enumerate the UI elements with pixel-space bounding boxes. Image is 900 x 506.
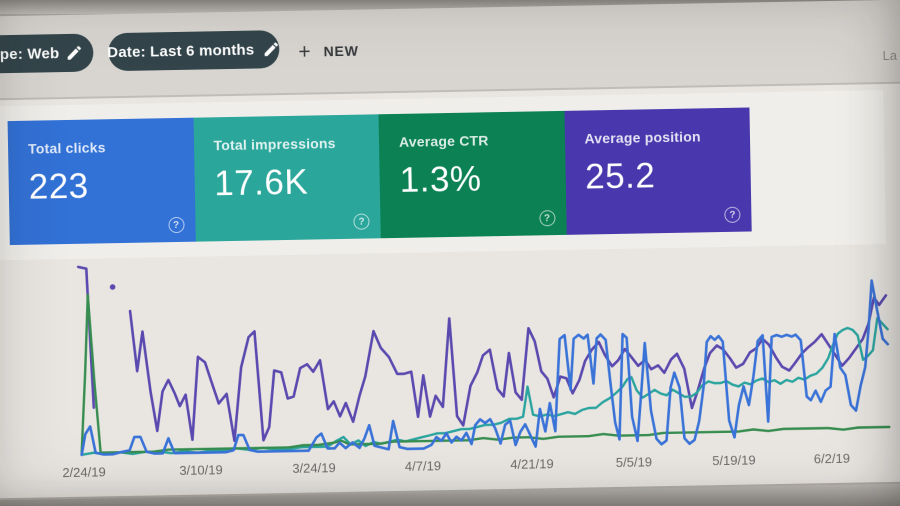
plus-icon: +	[298, 40, 311, 64]
help-icon[interactable]: ?	[167, 216, 185, 234]
help-icon[interactable]: ?	[724, 206, 741, 223]
search-type-chip[interactable]: type: Web	[0, 33, 94, 75]
metric-card-total-impressions[interactable]: Total impressions 17.6K ?	[193, 114, 381, 242]
chart-line-impressions	[80, 316, 889, 457]
metric-card-average-position[interactable]: Average position 25.2 ?	[563, 107, 752, 235]
metric-card-value: 223	[28, 166, 90, 207]
search-type-chip-label: type: Web	[0, 44, 60, 63]
x-axis-label: 5/5/19	[615, 454, 653, 470]
chart-line-position	[76, 265, 96, 409]
new-filter-button[interactable]: + NEW	[298, 39, 359, 64]
metric-card-average-ctr[interactable]: Average CTR 1.3% ?	[378, 110, 567, 239]
metric-card-label: Total clicks	[27, 139, 106, 157]
pencil-icon[interactable]	[262, 40, 280, 58]
chart-line-clicks	[80, 279, 890, 457]
x-axis-label: 5/19/19	[712, 452, 756, 469]
x-axis-label: 4/7/19	[404, 458, 442, 474]
x-axis-label: 3/10/19	[179, 462, 223, 478]
x-axis-label: 3/24/19	[292, 460, 336, 476]
new-button-label: NEW	[323, 42, 359, 60]
chart-line-ctr	[80, 293, 891, 455]
partial-text-top-right: La	[882, 47, 898, 64]
metric-card-label: Total impressions	[213, 135, 336, 154]
help-icon[interactable]: ?	[353, 213, 370, 230]
metric-card-label: Average position	[584, 128, 701, 147]
metric-card-value: 17.6K	[213, 162, 309, 204]
performance-line-chart	[76, 265, 891, 457]
x-axis-label: 4/21/19	[510, 456, 554, 472]
metric-card-value: 1.3%	[399, 159, 482, 200]
help-icon[interactable]: ?	[538, 210, 556, 227]
date-range-chip[interactable]: Date: Last 6 months	[107, 30, 280, 72]
pencil-icon[interactable]	[65, 44, 83, 62]
metric-card-value: 25.2	[584, 156, 656, 197]
chart-point-position	[109, 284, 116, 290]
metric-cards-row: Total clicks 223 ? Total impressions 17.…	[7, 107, 752, 246]
metric-card-total-clicks[interactable]: Total clicks 223 ?	[7, 117, 196, 246]
chart-line-position	[128, 294, 888, 443]
filter-toolbar: type: Web Date: Last 6 months + NEW La	[0, 0, 900, 99]
x-axis-label: 6/2/19	[813, 450, 851, 467]
date-range-chip-label: Date: Last 6 months	[107, 41, 255, 61]
x-axis-label: 2/24/19	[62, 464, 106, 481]
metric-card-label: Average CTR	[398, 132, 489, 150]
